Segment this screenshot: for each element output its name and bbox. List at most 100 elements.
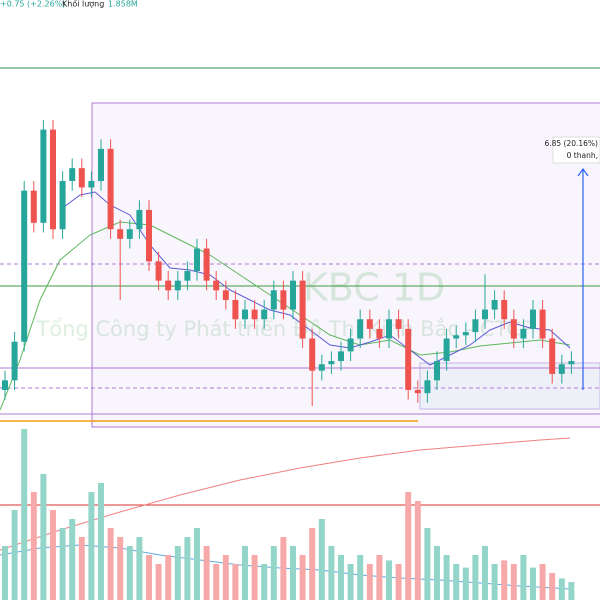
volume-bar bbox=[174, 546, 181, 600]
candle-body bbox=[520, 328, 527, 339]
volume-bar bbox=[155, 564, 162, 600]
volume-bar bbox=[299, 555, 306, 600]
ma-long bbox=[0, 221, 571, 411]
candle-body bbox=[184, 271, 191, 281]
candle-body bbox=[501, 299, 508, 320]
candle-body bbox=[280, 290, 287, 310]
candle-body bbox=[347, 338, 354, 352]
volume-bar bbox=[472, 555, 479, 600]
candle-body bbox=[328, 361, 335, 365]
candle-body bbox=[155, 261, 162, 281]
volume-bar bbox=[40, 474, 47, 600]
volume-bar bbox=[88, 492, 95, 600]
candle-body bbox=[453, 335, 460, 339]
volume-bar bbox=[21, 429, 28, 600]
candle-body bbox=[40, 129, 47, 223]
candle-body bbox=[376, 328, 383, 339]
volume-bar bbox=[126, 546, 133, 600]
volume-bar bbox=[491, 564, 498, 600]
candle-body bbox=[472, 319, 479, 333]
candle-body bbox=[510, 319, 517, 339]
volume-bar bbox=[539, 564, 546, 600]
volume-bar bbox=[510, 564, 517, 600]
volume-bar bbox=[338, 555, 344, 600]
candle-body bbox=[558, 364, 565, 374]
volume-bar bbox=[261, 564, 268, 600]
volume-bar bbox=[290, 546, 296, 600]
candle-body bbox=[242, 309, 248, 320]
volume-bar bbox=[482, 546, 488, 600]
candle-body bbox=[165, 280, 172, 291]
volume-bar bbox=[146, 555, 152, 600]
volume-bar bbox=[11, 510, 18, 600]
volume-trend bbox=[0, 437, 571, 551]
volume-bar bbox=[136, 537, 143, 600]
volume-bar bbox=[453, 564, 460, 600]
candle-body bbox=[222, 290, 229, 300]
candles bbox=[2, 119, 575, 600]
volume-value: 1.858M bbox=[108, 0, 138, 9]
candle-body bbox=[549, 338, 556, 374]
volume-bar bbox=[78, 537, 85, 600]
candle-body bbox=[405, 328, 412, 390]
volume-bar bbox=[117, 537, 124, 600]
candle-body bbox=[50, 129, 56, 230]
candle-body bbox=[414, 389, 421, 394]
candle-body bbox=[386, 319, 392, 339]
volume-bar bbox=[98, 483, 104, 600]
candle-body bbox=[98, 148, 104, 182]
measure-bars: 0 thanh, bbox=[567, 151, 598, 160]
volume-bar bbox=[405, 492, 412, 600]
candle-body bbox=[11, 341, 18, 381]
volume-bar bbox=[213, 564, 220, 600]
measure-box bbox=[552, 136, 600, 164]
candle-body bbox=[357, 319, 364, 339]
candle-body bbox=[251, 309, 258, 320]
candle-body bbox=[261, 309, 268, 320]
volume-bar bbox=[328, 546, 335, 600]
candle-body bbox=[482, 309, 488, 320]
volume-bar bbox=[414, 501, 421, 600]
volume-bar bbox=[232, 564, 239, 600]
candle-body bbox=[88, 181, 95, 188]
candle-body bbox=[395, 319, 402, 329]
volume-bar bbox=[184, 537, 191, 600]
candle-body bbox=[78, 168, 85, 188]
candle-body bbox=[338, 351, 344, 362]
candle-body bbox=[59, 181, 66, 230]
candle-body bbox=[21, 190, 28, 342]
candle-body bbox=[213, 280, 220, 291]
candle-body bbox=[309, 338, 316, 371]
candle-body bbox=[462, 332, 469, 336]
candle-body bbox=[174, 280, 181, 291]
candle-body bbox=[194, 248, 200, 272]
volume-bar bbox=[568, 582, 575, 600]
watermark-symbol: KBC 1D bbox=[303, 266, 445, 310]
volume-bar bbox=[357, 555, 364, 600]
volume-bar bbox=[424, 528, 431, 600]
volume-bar bbox=[107, 528, 114, 600]
volume-bar bbox=[347, 564, 354, 600]
zone-box bbox=[419, 362, 600, 410]
volume-bar bbox=[318, 519, 325, 600]
candle-body bbox=[290, 280, 296, 310]
candle-body bbox=[126, 229, 133, 239]
volume-bar bbox=[376, 555, 383, 600]
volume-bar bbox=[395, 564, 402, 600]
volume-bar bbox=[270, 546, 277, 600]
volume-bar bbox=[366, 564, 373, 600]
volume-label: Khối lượng bbox=[62, 0, 104, 9]
volume-bar bbox=[203, 546, 210, 600]
volume-bar bbox=[242, 546, 248, 600]
volume-bar bbox=[558, 578, 565, 600]
candle-body bbox=[539, 309, 546, 339]
volume-bar bbox=[309, 528, 316, 600]
candle-body bbox=[30, 190, 37, 223]
volume-bar bbox=[520, 555, 527, 600]
volume-bar bbox=[30, 492, 37, 600]
volume-bar bbox=[530, 567, 536, 600]
volume-bar bbox=[549, 573, 556, 600]
candle-body bbox=[270, 290, 277, 310]
candle-body bbox=[136, 209, 143, 230]
